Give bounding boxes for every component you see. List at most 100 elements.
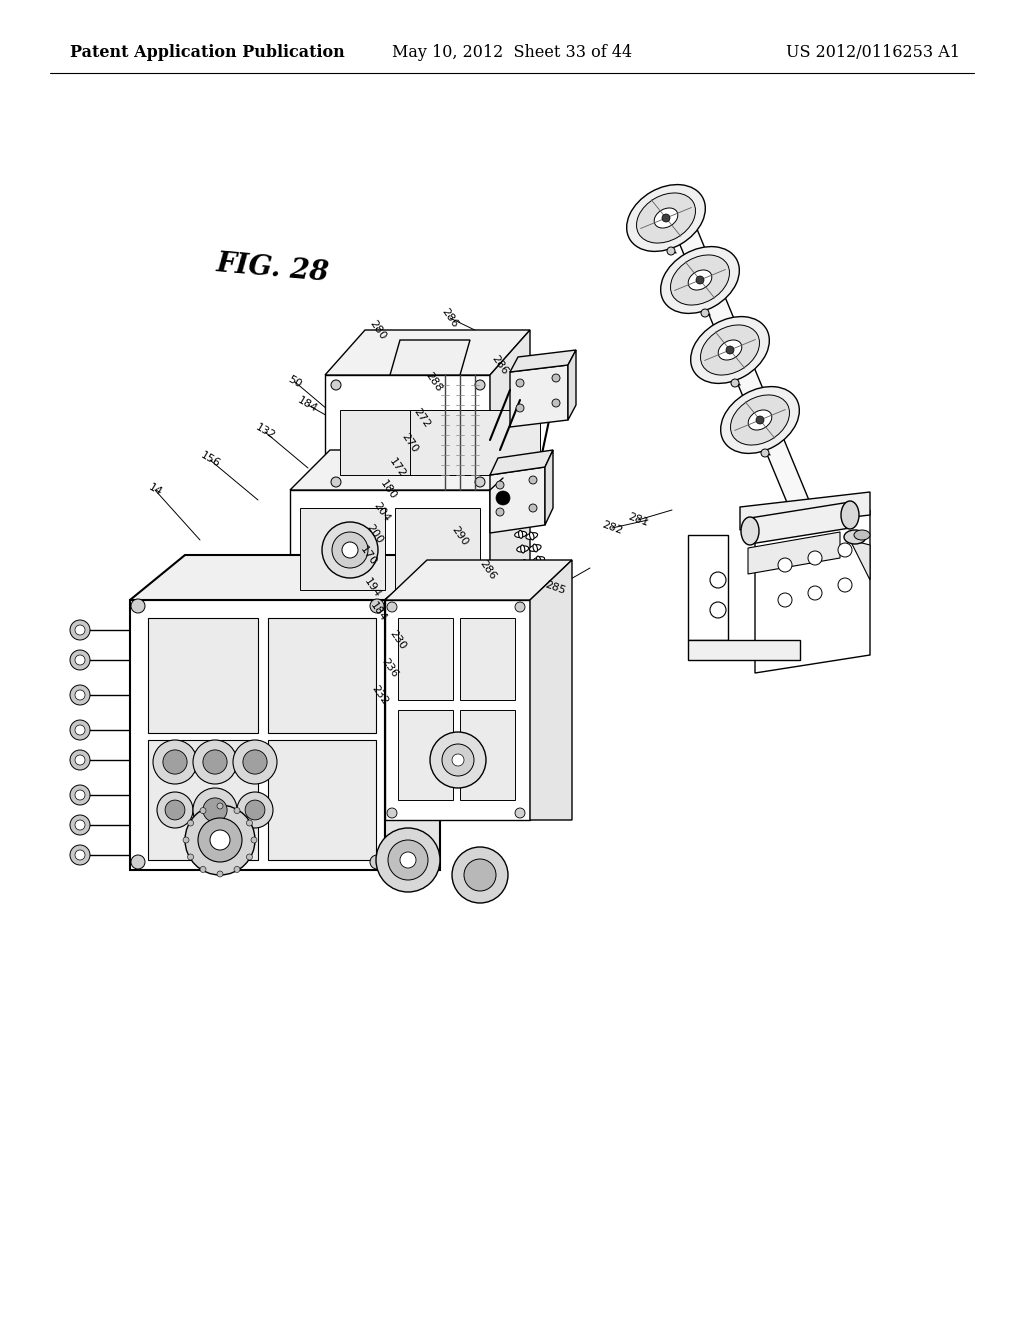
Circle shape [70,685,90,705]
Text: 280: 280 [368,318,388,342]
Text: 180: 180 [378,478,398,502]
Polygon shape [385,560,572,601]
Circle shape [516,404,524,412]
Ellipse shape [841,502,859,529]
Polygon shape [390,341,470,375]
Circle shape [342,543,358,558]
Polygon shape [688,535,728,640]
Circle shape [726,346,734,354]
Ellipse shape [520,545,524,553]
Circle shape [370,855,384,869]
Circle shape [153,741,197,784]
Ellipse shape [515,531,526,537]
Circle shape [75,789,85,800]
Ellipse shape [627,185,706,251]
Circle shape [696,276,705,284]
Circle shape [157,792,193,828]
Circle shape [332,532,368,568]
Text: 290: 290 [450,524,470,548]
Text: 286: 286 [440,306,460,330]
Circle shape [251,837,257,843]
Circle shape [731,379,739,387]
Text: 236: 236 [380,656,400,680]
Text: 282: 282 [600,520,624,536]
Polygon shape [410,411,540,475]
Circle shape [185,805,255,875]
Circle shape [529,477,537,484]
Polygon shape [290,450,530,490]
Circle shape [464,859,496,891]
Circle shape [70,750,90,770]
Ellipse shape [660,247,739,313]
Ellipse shape [718,341,741,360]
Ellipse shape [529,545,541,552]
Circle shape [387,808,397,818]
Ellipse shape [516,516,520,524]
Polygon shape [568,350,575,420]
Polygon shape [490,330,530,490]
Circle shape [75,820,85,830]
Polygon shape [545,450,553,525]
Text: Patent Application Publication: Patent Application Publication [70,45,345,61]
Circle shape [75,655,85,665]
Text: 281: 281 [627,512,649,528]
Circle shape [778,593,792,607]
Polygon shape [268,618,376,733]
Circle shape [193,788,237,832]
Ellipse shape [522,560,527,568]
Circle shape [183,837,189,843]
Polygon shape [460,710,515,800]
Circle shape [187,820,194,826]
Ellipse shape [500,429,512,436]
Circle shape [515,602,525,612]
Ellipse shape [741,517,759,545]
Ellipse shape [504,458,516,465]
Text: 270: 270 [399,432,420,454]
Ellipse shape [529,532,534,540]
Text: 232: 232 [370,684,390,706]
Ellipse shape [506,473,518,479]
Ellipse shape [514,502,518,510]
Circle shape [496,508,504,516]
Ellipse shape [551,605,555,612]
Text: 230: 230 [388,628,409,652]
Circle shape [516,379,524,387]
Circle shape [515,808,525,818]
Circle shape [75,624,85,635]
Text: 156: 156 [199,450,221,470]
Circle shape [452,847,508,903]
Text: 170: 170 [357,544,378,568]
Circle shape [70,814,90,836]
Ellipse shape [532,557,545,564]
Circle shape [496,491,510,506]
Circle shape [237,792,273,828]
Circle shape [234,866,240,873]
Ellipse shape [537,569,548,576]
Text: 14: 14 [146,482,164,498]
Circle shape [247,820,253,826]
Polygon shape [325,330,530,375]
Circle shape [210,830,230,850]
Circle shape [430,733,486,788]
Ellipse shape [509,487,520,494]
Polygon shape [490,450,530,601]
Ellipse shape [730,395,790,445]
Circle shape [376,828,440,892]
Circle shape [193,741,237,784]
Ellipse shape [551,616,562,623]
Text: FIG. 28: FIG. 28 [215,249,330,286]
Circle shape [75,725,85,735]
Circle shape [662,214,670,222]
Polygon shape [130,601,385,870]
Circle shape [331,380,341,389]
Polygon shape [385,554,440,870]
Circle shape [198,818,242,862]
Text: 286: 286 [489,354,510,376]
Circle shape [131,855,145,869]
Polygon shape [850,540,870,579]
Ellipse shape [671,255,729,305]
Circle shape [552,399,560,407]
Text: 204: 204 [372,500,392,524]
Text: May 10, 2012  Sheet 33 of 44: May 10, 2012 Sheet 33 of 44 [392,45,632,61]
Circle shape [756,416,764,424]
